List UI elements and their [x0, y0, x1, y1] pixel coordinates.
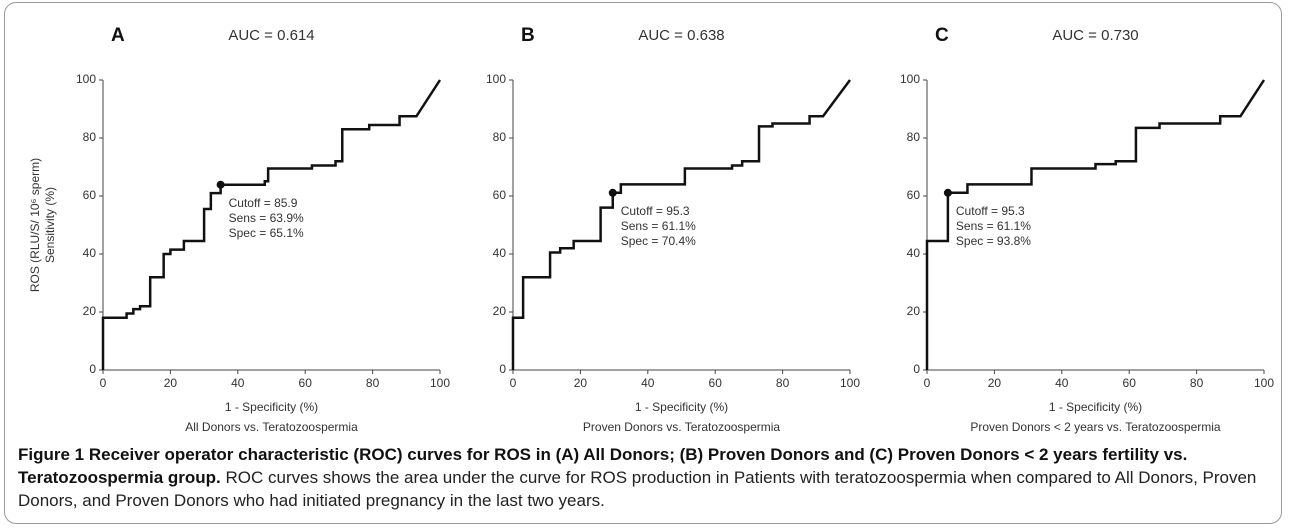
charts: A AUC = 0.614 0 20 40 60 80 100 0 20 40 60 80 100 1 - …: [28, 25, 1274, 434]
y-tick-label: 20: [907, 304, 921, 318]
annotation: Cutoff = 95.3: [621, 204, 690, 218]
y-tick-label: 60: [907, 188, 921, 202]
y-tick-label: 100: [486, 72, 506, 86]
annotation: Spec = 93.8%: [956, 234, 1031, 248]
y-tick-label: 80: [493, 130, 507, 144]
y-tick-label: 100: [900, 72, 920, 86]
caption: Figure 1 Receiver operator characteristi…: [18, 443, 1273, 512]
panel-label: A: [111, 25, 125, 46]
x-axis-label: 1 - Specificity (%): [635, 400, 728, 414]
x-tick-label: 20: [574, 376, 588, 390]
y-tick-label: 40: [493, 246, 507, 260]
roc-curve: [511, 79, 852, 370]
x-tick-label: 40: [1055, 376, 1069, 390]
x-tick-label: 0: [924, 376, 931, 390]
x-axis-subtitle: All Donors vs. Teratozoospermia: [185, 420, 358, 434]
x-tick-label: 0: [100, 376, 107, 390]
x-tick-label: 60: [709, 376, 723, 390]
cutoff-point: [608, 188, 617, 197]
cutoff-point: [216, 180, 225, 189]
y-tick-label: 80: [907, 130, 921, 144]
x-axis-subtitle: Proven Donors vs. Teratozoospermia: [583, 420, 781, 434]
x-tick-label: 100: [430, 376, 450, 390]
x-tick-label: 80: [1190, 376, 1204, 390]
chart-title: AUC = 0.730: [1052, 27, 1138, 44]
frame: [4, 2, 1282, 524]
chart-title: AUC = 0.614: [228, 27, 314, 44]
x-tick-label: 100: [840, 376, 860, 390]
x-axis-label: 1 - Specificity (%): [1049, 400, 1142, 414]
y-tick-label: 20: [83, 304, 97, 318]
y-axis-label: ROS (RLU/S/ 10⁶ sperm): [28, 158, 42, 292]
annotation: Sens = 61.1%: [621, 219, 696, 233]
annotation: Sens = 61.1%: [956, 219, 1031, 233]
y-tick-label: 0: [499, 362, 506, 376]
y-axis-label: Sensitivity (%): [43, 187, 57, 263]
x-tick-label: 40: [231, 376, 245, 390]
x-tick-label: 40: [641, 376, 655, 390]
panel-label: C: [935, 25, 949, 46]
y-tick-label: 40: [907, 246, 921, 260]
panel-label: B: [521, 25, 535, 46]
y-tick-label: 20: [493, 304, 507, 318]
annotation: Sens = 63.9%: [229, 211, 304, 225]
caption-title: Figure 1 Receiver operator characteristi…: [18, 445, 1188, 487]
y-tick-label: 60: [493, 188, 507, 202]
y-tick-label: 100: [76, 72, 96, 86]
annotation: Spec = 70.4%: [621, 234, 696, 248]
x-tick-label: 0: [510, 376, 517, 390]
x-tick-label: 80: [366, 376, 380, 390]
x-tick-label: 80: [776, 376, 790, 390]
chart-title: AUC = 0.638: [638, 27, 724, 44]
x-tick-label: 60: [1123, 376, 1137, 390]
y-tick-label: 40: [83, 246, 97, 260]
annotation: Spec = 65.1%: [229, 226, 304, 240]
y-tick-label: 80: [83, 130, 97, 144]
caption-text: ROC curves shows the area under the curv…: [18, 468, 1257, 510]
x-tick-label: 20: [164, 376, 178, 390]
x-tick-label: 100: [1254, 376, 1274, 390]
roc-curve: [101, 79, 442, 370]
annotation: Cutoff = 95.3: [956, 204, 1025, 218]
x-axis-label: 1 - Specificity (%): [225, 400, 318, 414]
annotation: Cutoff = 85.9: [229, 196, 298, 210]
x-axis-subtitle: Proven Donors < 2 years vs. Teratozoospe…: [970, 420, 1221, 434]
y-tick-label: 60: [83, 188, 97, 202]
cutoff-point: [943, 188, 952, 197]
y-tick-label: 0: [913, 362, 920, 376]
x-tick-label: 60: [299, 376, 313, 390]
x-tick-label: 20: [988, 376, 1002, 390]
y-tick-label: 0: [89, 362, 96, 376]
